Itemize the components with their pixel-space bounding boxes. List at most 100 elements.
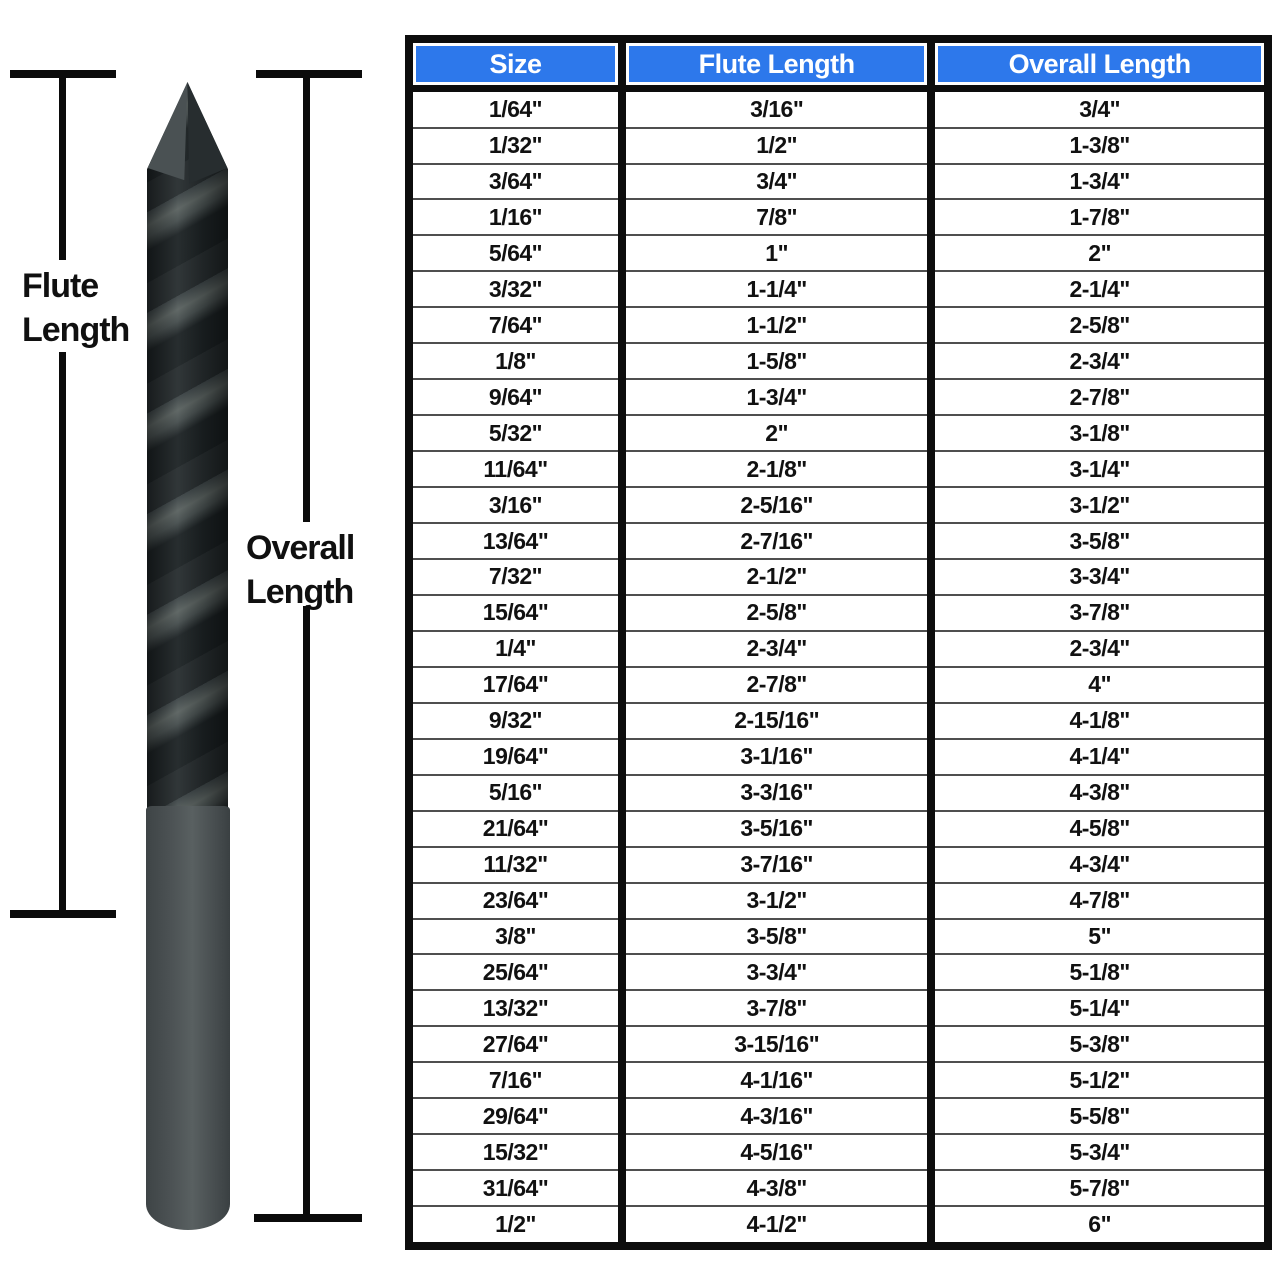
table-cell: 2-1/2" [622,558,936,596]
table-cell: 4-5/16" [622,1134,936,1172]
table-cell: 5" [931,918,1268,956]
table-cell: 5/32" [409,415,627,453]
table-cell: 1/4" [409,630,627,668]
table-cell: 3-3/4" [931,558,1268,596]
table-cell: 27/64" [409,1026,627,1064]
table-cell: 15/32" [409,1134,627,1172]
table-cell: 3/16" [409,487,627,525]
table-row: 13/32" 3-7/8" 5-1/4" [409,990,1268,1028]
table-cell: 3-7/16" [622,846,936,884]
table-cell: 2-1/4" [931,271,1268,309]
table-cell: 4-7/8" [931,882,1268,920]
table-cell: 3/4" [622,163,936,201]
table-row: 25/64" 3-3/4" 5-1/8" [409,954,1268,992]
flute-dim-line-lower [59,352,66,914]
drill-bit-tip-facet-right [187,82,228,184]
table-cell: 21/64" [409,810,627,848]
table-row: 27/64" 3-15/16" 5-3/8" [409,1026,1268,1064]
table-row: 7/32" 2-1/2" 3-3/4" [409,558,1268,596]
table-cell: 5-3/4" [931,1134,1268,1172]
overall-dim-bottom-tick [254,1214,362,1222]
spec-table-body: 1/64" 3/16" 3/4" 1/32" 1/2" 1-3/8" 3/64" 3/4" 1-… [409,88,1268,1246]
table-row: 1/8" 1-5/8" 2-3/4" [409,343,1268,381]
table-cell: 2-5/8" [622,594,936,632]
table-cell: 3-5/8" [931,523,1268,560]
drill-bit-shank [146,806,230,1230]
table-cell: 25/64" [409,954,627,992]
table-cell: 4-1/2" [622,1206,936,1246]
table-cell: 4-1/4" [931,738,1268,776]
table-row: 3/64" 3/4" 1-3/4" [409,163,1268,201]
table-row: 5/16" 3-3/16" 4-3/8" [409,774,1268,812]
table-cell: 15/64" [409,594,627,632]
table-cell: 7/64" [409,307,627,345]
column-header-size: Size [409,39,627,92]
table-cell: 4-3/4" [931,846,1268,884]
flute-length-label: Flute Length [22,264,172,352]
table-cell: 1/32" [409,127,627,165]
table-row: 13/64" 2-7/16" 3-5/8" [409,523,1268,560]
table-cell: 1/2" [622,127,936,165]
table-cell: 1-5/8" [622,343,936,381]
table-cell: 1-1/2" [622,307,936,345]
table-row: 3/16" 2-5/16" 3-1/2" [409,487,1268,525]
table-cell: 5-1/4" [931,990,1268,1028]
table-cell: 1-7/8" [931,199,1268,237]
table-cell: 5-3/8" [931,1026,1268,1064]
overall-length-label: Overall Length [246,526,376,614]
table-cell: 2-15/16" [622,702,936,740]
table-cell: 7/16" [409,1062,627,1100]
table-cell: 3-1/8" [931,415,1268,453]
table-cell: 7/32" [409,558,627,596]
table-cell: 2-7/8" [931,379,1268,417]
overall-dim-line-lower [303,606,310,1218]
table-cell: 4-3/8" [622,1170,936,1208]
table-cell: 19/64" [409,738,627,776]
table-cell: 11/64" [409,451,627,489]
table-row: 9/32" 2-15/16" 4-1/8" [409,702,1268,740]
table-cell: 2-3/4" [931,630,1268,668]
table-cell: 3-1/2" [931,487,1268,525]
table-cell: 2-5/16" [622,487,936,525]
table-cell: 29/64" [409,1098,627,1136]
table-row: 7/16" 4-1/16" 5-1/2" [409,1062,1268,1100]
table-cell: 5-5/8" [931,1098,1268,1136]
table-cell: 23/64" [409,882,627,920]
table-cell: 13/32" [409,990,627,1028]
table-row: 21/64" 3-5/16" 4-5/8" [409,810,1268,848]
table-row: 11/32" 3-7/16" 4-3/4" [409,846,1268,884]
table-cell: 9/32" [409,702,627,740]
table-cell: 3-5/16" [622,810,936,848]
table-cell: 5-1/8" [931,954,1268,992]
table-cell: 17/64" [409,666,627,704]
table-cell: 3-1/16" [622,738,936,776]
table-cell: 2-1/8" [622,451,936,489]
table-row: 3/32" 1-1/4" 2-1/4" [409,271,1268,309]
table-cell: 2-7/8" [622,666,936,704]
flute-dim-bottom-tick [10,910,116,918]
table-row: 29/64" 4-3/16" 5-5/8" [409,1098,1268,1136]
table-cell: 3-3/4" [622,954,936,992]
drill-bit-fluted-section [147,82,228,809]
spec-table-container: Size Flute Length Overall Length 1/64" 3/… [405,35,1272,1250]
table-cell: 3/32" [409,271,627,309]
table-cell: 1/2" [409,1206,627,1246]
table-cell: 1-1/4" [622,271,936,309]
table-cell: 3-5/8" [622,918,936,956]
table-cell: 7/8" [622,199,936,237]
table-cell: 4-3/16" [622,1098,936,1136]
table-cell: 5/64" [409,235,627,273]
table-cell: 5-7/8" [931,1170,1268,1208]
column-header-flute-length: Flute Length [622,39,936,92]
table-cell: 5/16" [409,774,627,812]
table-cell: 4-1/8" [931,702,1268,740]
table-row: 17/64" 2-7/8" 4" [409,666,1268,704]
table-cell: 2" [622,415,936,453]
drill-bit-tip-facet-left [147,82,188,181]
table-cell: 1" [622,235,936,273]
flute-length-label-line1: Flute [22,267,99,305]
spec-table: Size Flute Length Overall Length 1/64" 3/… [405,35,1272,1250]
flute-length-label-line2: Length [22,311,130,349]
table-row: 19/64" 3-1/16" 4-1/4" [409,738,1268,776]
table-cell: 1/64" [409,88,627,129]
